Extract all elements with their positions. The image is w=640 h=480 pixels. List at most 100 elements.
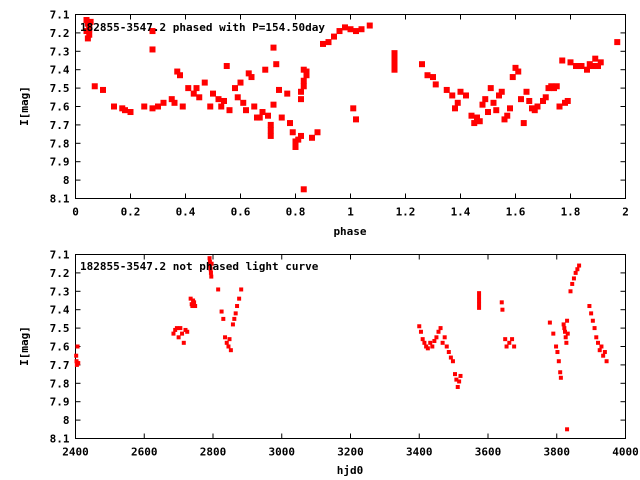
- data-point: [267, 132, 274, 139]
- data-point: [84, 35, 91, 42]
- data-point: [454, 99, 461, 106]
- data-point: [595, 63, 601, 70]
- data-point: [276, 86, 282, 93]
- y-tick-label: 7.8: [50, 377, 70, 390]
- data-point: [592, 55, 599, 62]
- y-tick-label: 7.6: [50, 101, 70, 114]
- data-points: [83, 17, 621, 193]
- data-point: [391, 55, 398, 62]
- data-point: [160, 99, 167, 106]
- data-point: [190, 90, 197, 97]
- y-tick-label: 7.8: [50, 137, 70, 150]
- data-point: [584, 66, 590, 73]
- data-point: [503, 337, 508, 342]
- data-point: [215, 96, 222, 103]
- data-point: [487, 85, 494, 92]
- data-point: [597, 348, 602, 353]
- y-tick-label: 7.9: [50, 156, 70, 169]
- data-point: [273, 61, 280, 68]
- data-point: [438, 326, 443, 331]
- x-tick-label: 0.4: [176, 206, 196, 219]
- data-point: [457, 88, 464, 95]
- data-point: [534, 103, 541, 110]
- x-axis-label: phase: [333, 225, 366, 238]
- data-point: [553, 83, 560, 90]
- data-point: [232, 85, 238, 92]
- data-point: [554, 344, 559, 349]
- data-point: [590, 318, 595, 323]
- axis-ticks: [75, 14, 626, 199]
- data-point: [210, 90, 216, 97]
- x-tick-labels: 0 0.2 0.4 0.6 0.8 1 1.2 1.4 1.6 1.8 2: [72, 206, 629, 219]
- data-point: [420, 337, 425, 342]
- data-point: [477, 302, 482, 307]
- y-tick-label: 8.1: [50, 433, 70, 446]
- data-point: [179, 103, 186, 110]
- data-point: [523, 88, 530, 95]
- data-point: [446, 350, 451, 355]
- data-point: [314, 129, 321, 136]
- data-point: [74, 353, 79, 358]
- data-point: [556, 103, 563, 110]
- data-point: [499, 300, 504, 305]
- data-point: [188, 296, 193, 301]
- plot-frame: [75, 254, 626, 439]
- data-point: [287, 120, 293, 127]
- data-point: [292, 143, 299, 150]
- data-point: [562, 326, 567, 331]
- data-point: [86, 31, 93, 38]
- data-point: [434, 335, 439, 340]
- data-point: [510, 337, 515, 342]
- y-axis-label: I[mag]: [18, 326, 31, 366]
- data-point: [477, 294, 482, 299]
- data-point: [270, 101, 277, 108]
- data-point: [295, 136, 302, 143]
- data-point: [239, 287, 244, 292]
- y-tick-label: 7.7: [50, 119, 70, 132]
- data-point: [207, 103, 214, 110]
- phased-light-curve-chart: 0 0.2 0.4 0.6 0.8 1 1.2 1.4 1.6 1.8 2 7.1 7.2 7.3 7.4…: [18, 9, 629, 239]
- data-point: [256, 114, 263, 121]
- x-tick-label: 1.4: [451, 206, 471, 219]
- data-point: [219, 309, 224, 314]
- data-point: [309, 134, 315, 141]
- data-point: [452, 105, 458, 112]
- data-point: [83, 17, 90, 24]
- x-tick-label: 3800: [544, 446, 571, 459]
- data-point: [300, 186, 307, 193]
- data-point: [444, 344, 449, 349]
- data-point: [230, 322, 235, 327]
- data-point: [171, 99, 178, 106]
- data-point: [587, 304, 592, 309]
- y-tick-label: 7.3: [50, 45, 70, 58]
- x-tick-label: 1.2: [396, 206, 416, 219]
- data-point: [455, 384, 460, 389]
- data-point: [366, 22, 373, 29]
- data-point: [614, 39, 621, 46]
- y-tick-label: 7.5: [50, 82, 70, 95]
- data-point: [177, 72, 183, 79]
- chart-title: 182855-3547.2 phased with P=154.50day: [80, 21, 325, 34]
- data-point: [555, 350, 560, 355]
- data-point: [216, 287, 221, 292]
- data-point: [589, 311, 594, 316]
- data-point: [190, 304, 195, 309]
- data-point: [509, 74, 516, 81]
- data-point: [228, 348, 233, 353]
- data-point: [564, 340, 569, 345]
- data-point: [482, 96, 489, 103]
- data-point: [432, 81, 439, 88]
- data-point: [185, 85, 192, 92]
- data-point: [596, 340, 600, 345]
- data-point: [209, 261, 214, 266]
- y-tick-label: 8: [63, 174, 70, 187]
- y-tick-label: 8: [63, 414, 70, 427]
- x-axis-label: hjd0: [337, 464, 364, 477]
- data-point: [477, 291, 482, 296]
- data-point: [468, 112, 475, 119]
- x-tick-label: 1.6: [506, 206, 526, 219]
- data-point: [227, 337, 232, 342]
- data-point: [589, 63, 596, 70]
- data-point: [442, 335, 447, 340]
- data-point: [504, 112, 511, 119]
